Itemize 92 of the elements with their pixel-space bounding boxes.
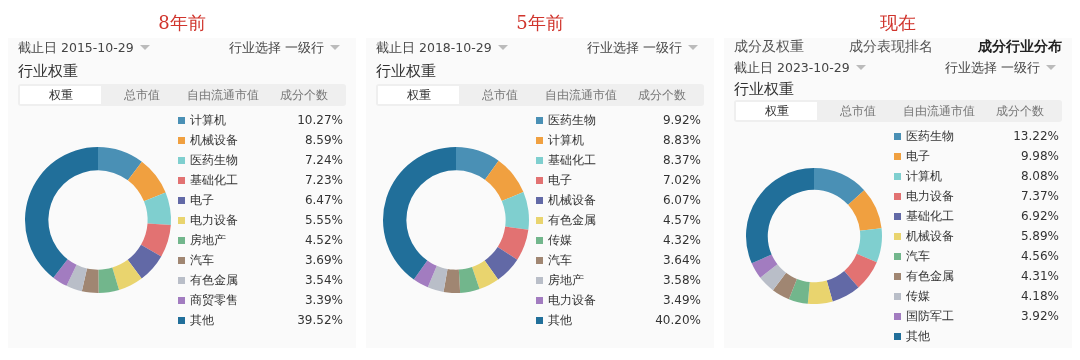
- data-label: 4.52%: [303, 233, 343, 247]
- chart-title: 5年前: [366, 8, 714, 38]
- text: 权重: [20, 86, 101, 104]
- chart-subtitle: 行业权重: [18, 61, 79, 82]
- text: 权重: [736, 102, 817, 120]
- legend-label: 其他: [190, 311, 215, 329]
- text: 截止日 2018-10-29: [376, 39, 493, 57]
- text: 行业选择 一级行: [587, 39, 683, 57]
- data-label: 4.18%: [1019, 289, 1059, 303]
- data-label: 8.37%: [661, 153, 701, 167]
- text: 权重: [378, 86, 459, 104]
- legend-label: 有色金属: [906, 267, 955, 285]
- legend-label: 汽车: [906, 247, 931, 265]
- legend-label: 基础化工: [190, 171, 239, 189]
- legend-label: 房地产: [190, 231, 227, 249]
- data-label: 3.92%: [1019, 309, 1059, 323]
- chart-title: 现在: [724, 8, 1072, 38]
- data-label: 5.55%: [303, 213, 343, 227]
- legend-label: 电子: [190, 191, 215, 209]
- data-label: 4.57%: [661, 213, 701, 227]
- text: 自由流通市值: [185, 87, 260, 104]
- legend-label: 机械设备: [190, 131, 239, 149]
- legend-label: 电子: [548, 171, 573, 189]
- data-label: 3.58%: [661, 273, 701, 287]
- data-label: 7.24%: [303, 153, 343, 167]
- text: 成分个数: [278, 87, 329, 104]
- legend-label: 计算机: [190, 111, 227, 129]
- legend-label: 国防军工: [906, 307, 955, 325]
- legend-label: 其他: [548, 311, 573, 329]
- legend-label: 房地产: [548, 271, 585, 289]
- data-label: 4.56%: [1019, 249, 1059, 263]
- legend-label: 汽车: [190, 251, 215, 269]
- chart-subtitle: 行业权重: [734, 79, 795, 100]
- data-label: 3.49%: [661, 293, 701, 307]
- data-label: 8.08%: [1019, 169, 1059, 183]
- chart-title: 8年前: [8, 8, 356, 38]
- legend-label: 计算机: [906, 167, 943, 185]
- legend-label: 医药生物: [190, 151, 239, 169]
- text: 行业选择 一级行: [229, 39, 325, 57]
- data-label: 9.98%: [1019, 149, 1059, 163]
- data-label: 3.39%: [303, 293, 343, 307]
- text: 成分表现排名: [849, 38, 933, 56]
- legend-label: 汽车: [548, 251, 573, 269]
- data-label: 39.52%: [296, 313, 343, 327]
- text: 成分及权重: [734, 38, 804, 56]
- text: 总市值: [480, 87, 519, 104]
- text: 成分个数: [636, 87, 687, 104]
- legend-label: 传媒: [906, 287, 931, 305]
- legend-label: 医药生物: [906, 127, 955, 145]
- data-label: 8.83%: [661, 133, 701, 147]
- data-label: 3.54%: [303, 273, 343, 287]
- text: 总市值: [122, 87, 161, 104]
- data-label: 9.92%: [661, 113, 701, 127]
- data-label: 7.02%: [661, 173, 701, 187]
- text: 行业选择 一级行: [945, 59, 1041, 77]
- data-label: 4.31%: [1019, 269, 1059, 283]
- data-label: 7.37%: [1019, 189, 1059, 203]
- text: 成分行业分布: [978, 38, 1062, 56]
- legend-label: 其他: [906, 327, 931, 345]
- data-label: 6.07%: [661, 193, 701, 207]
- legend-label: 有色金属: [548, 211, 597, 229]
- text: 成分个数: [994, 103, 1045, 120]
- legend-label: 传媒: [548, 231, 573, 249]
- data-label: 40.20%: [654, 313, 701, 327]
- data-label: 6.47%: [303, 193, 343, 207]
- data-label: 10.27%: [296, 113, 343, 127]
- data-label: 13.22%: [1012, 129, 1059, 143]
- data-label: 3.64%: [661, 253, 701, 267]
- legend-label: 基础化工: [548, 151, 597, 169]
- legend-label: 医药生物: [548, 111, 597, 129]
- data-label: 7.23%: [303, 173, 343, 187]
- text: 自由流通市值: [901, 103, 976, 120]
- legend-label: 有色金属: [190, 271, 239, 289]
- legend-label: 计算机: [548, 131, 585, 149]
- text: 截止日 2015-10-29: [18, 39, 135, 57]
- legend-label: 电力设备: [906, 187, 955, 205]
- legend-label: 机械设备: [906, 227, 955, 245]
- text: 截止日 2023-10-29: [734, 59, 851, 77]
- chart-subtitle: 行业权重: [376, 61, 437, 82]
- legend-label: 电力设备: [548, 291, 597, 309]
- data-label: 3.69%: [303, 253, 343, 267]
- data-label: 4.32%: [661, 233, 701, 247]
- data-label: 8.59%: [303, 133, 343, 147]
- legend-label: 电力设备: [190, 211, 239, 229]
- legend-label: 商贸零售: [190, 291, 239, 309]
- data-label: 5.89%: [1019, 229, 1059, 243]
- legend-label: 电子: [906, 147, 931, 165]
- legend-label: 机械设备: [548, 191, 597, 209]
- legend-label: 基础化工: [906, 207, 955, 225]
- text: 总市值: [838, 103, 877, 120]
- text: 自由流通市值: [543, 87, 618, 104]
- data-label: 6.92%: [1019, 209, 1059, 223]
